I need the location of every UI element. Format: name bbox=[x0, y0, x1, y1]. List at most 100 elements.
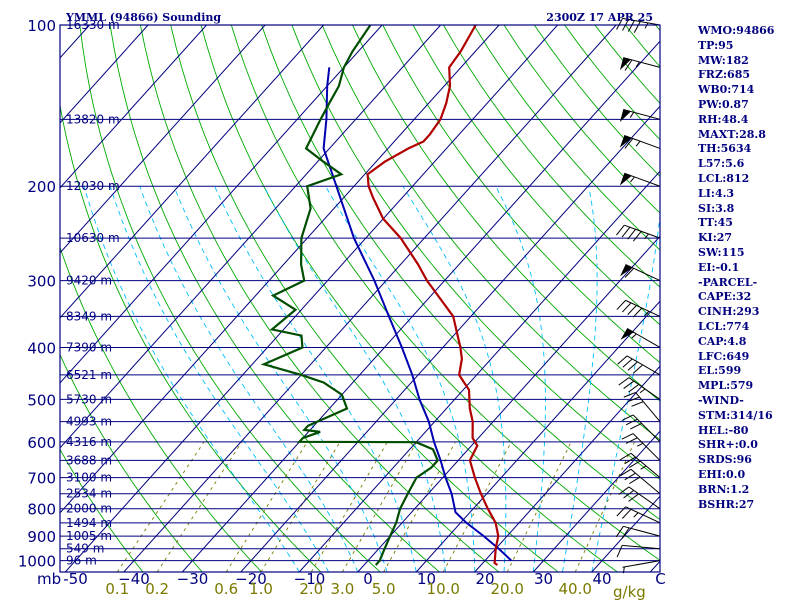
stat-item: -PARCEL- bbox=[698, 275, 758, 289]
height-label: 13820 m bbox=[66, 112, 120, 126]
moist-adiabat-line bbox=[495, 185, 546, 572]
wind-barb-flag bbox=[624, 472, 636, 481]
wind-barb-flag bbox=[630, 422, 642, 430]
height-label: 549 m bbox=[66, 542, 104, 556]
height-label: 2534 m bbox=[66, 487, 112, 501]
height-label: 3100 m bbox=[66, 471, 112, 485]
wind-barb-half-flag bbox=[630, 176, 635, 183]
height-label: 96 m bbox=[66, 554, 97, 568]
wind-barb bbox=[615, 525, 661, 539]
wind-barb-staff bbox=[623, 109, 661, 120]
wind-barb-flag bbox=[632, 364, 644, 374]
stat-item: FRZ:685 bbox=[698, 68, 751, 82]
isotherm-line bbox=[60, 25, 383, 384]
moist-adiabat-line bbox=[139, 186, 359, 572]
isotherm-line bbox=[240, 105, 660, 572]
wind-barb-flag bbox=[627, 228, 636, 240]
stat-item: SRDS:96 bbox=[698, 453, 752, 467]
stat-item: LCL:774 bbox=[698, 319, 750, 333]
isotherm-line bbox=[181, 40, 660, 572]
stat-item: WMO:94866 bbox=[698, 24, 775, 37]
mixing-ratio-label: 10.0 bbox=[427, 580, 460, 598]
stat-item: RH:48.4 bbox=[698, 112, 749, 126]
wind-barb-flag bbox=[623, 392, 636, 398]
wind-barb-staff bbox=[622, 544, 661, 550]
stat-item: MAXT:28.8 bbox=[698, 127, 766, 141]
mixing-ratio-label: 5.0 bbox=[372, 580, 396, 598]
mixing-ratio-line bbox=[225, 441, 308, 572]
stat-item: CINH:293 bbox=[698, 305, 760, 319]
isotherm-line bbox=[474, 365, 660, 572]
temperature-tick-label: 40 bbox=[592, 570, 611, 588]
wind-barb-flag bbox=[619, 468, 632, 477]
isotherm-line bbox=[60, 25, 324, 319]
wind-barb-flag bbox=[621, 302, 632, 313]
height-label: 12030 m bbox=[66, 179, 120, 193]
mixing-ratio-label: 2.0 bbox=[299, 580, 323, 598]
wind-barb bbox=[619, 134, 661, 149]
wind-barbs bbox=[615, 17, 661, 574]
isotherm-line bbox=[298, 170, 660, 572]
temperature-tick-label: 0 bbox=[363, 570, 373, 588]
mixing-ratio-unit-label: g/kg bbox=[613, 583, 646, 600]
wind-barb bbox=[620, 328, 661, 348]
temperature-tick-label: −30 bbox=[177, 570, 209, 588]
mixing-ratio-label: 3.0 bbox=[330, 580, 354, 598]
wind-barb-staff bbox=[628, 377, 661, 400]
wind-barb-flag bbox=[627, 361, 638, 371]
wind-barb-staff bbox=[624, 224, 661, 239]
stat-item: HEL:-80 bbox=[698, 423, 749, 437]
temperature-tick-label: C bbox=[655, 570, 665, 588]
wind-barb-pennant bbox=[619, 57, 631, 71]
pressure-tick-label: 300 bbox=[27, 273, 56, 291]
temperature-tick-label: −20 bbox=[235, 570, 267, 588]
wind-barb bbox=[619, 109, 661, 123]
wind-barb-half-flag bbox=[629, 112, 635, 118]
height-label: 16330 m bbox=[66, 18, 120, 32]
wind-barb-flag bbox=[621, 433, 634, 440]
isotherm-line bbox=[415, 300, 660, 572]
wind-barb bbox=[616, 299, 661, 318]
stat-item: STM:314/16 bbox=[698, 408, 773, 422]
wind-barb-half-flag bbox=[644, 233, 649, 240]
pressure-unit-label: mb bbox=[37, 570, 61, 588]
wind-barb bbox=[621, 414, 661, 443]
plot-frame bbox=[59, 24, 661, 573]
wind-barb-flag bbox=[624, 138, 634, 149]
stat-item: SHR+:0.0 bbox=[698, 438, 758, 452]
wind-barb-flag bbox=[624, 456, 636, 465]
stat-item: KI:27 bbox=[698, 231, 733, 245]
wind-barb-half-flag bbox=[637, 442, 644, 447]
wind-barb-half-flag bbox=[639, 388, 646, 394]
moist-adiabats bbox=[83, 185, 660, 572]
pressure-tick-label: 700 bbox=[27, 470, 56, 488]
height-label: 4993 m bbox=[66, 415, 112, 429]
stat-item: SI:3.8 bbox=[698, 201, 735, 215]
dry-adiabat-line bbox=[60, 448, 144, 572]
temperature-tick-label: 20 bbox=[475, 570, 494, 588]
stat-item: CAP:4.8 bbox=[698, 334, 747, 348]
wind-barb bbox=[616, 544, 661, 558]
wind-barb-pennant bbox=[620, 328, 634, 340]
height-label: 1005 m bbox=[66, 529, 112, 543]
mixing-ratio-label: 1.0 bbox=[249, 580, 273, 598]
wind-barb-half-flag bbox=[644, 22, 649, 29]
wind-barb-flag bbox=[621, 414, 634, 422]
wind-barb-staff bbox=[623, 525, 661, 537]
wind-barb-staff bbox=[626, 355, 661, 376]
isobars bbox=[60, 24, 660, 562]
wind-barb bbox=[619, 468, 661, 495]
stat-item: TT:45 bbox=[698, 216, 733, 230]
wind-barb-flag bbox=[616, 18, 624, 30]
wind-barb bbox=[620, 264, 661, 282]
isotherm-line bbox=[60, 25, 266, 254]
wind-barb-flag bbox=[629, 460, 641, 469]
wind-barb-staff bbox=[625, 506, 661, 524]
mixing-ratio-line bbox=[506, 441, 572, 572]
temperature-labels: -50 −40 −30 −20 −10 0 10 20 30 40 C bbox=[63, 570, 665, 588]
wind-barb-half-flag bbox=[635, 140, 641, 147]
dry-adiabat-line bbox=[60, 246, 262, 572]
wind-barb-half-flag bbox=[631, 333, 637, 339]
wind-barb-flag bbox=[623, 380, 635, 389]
